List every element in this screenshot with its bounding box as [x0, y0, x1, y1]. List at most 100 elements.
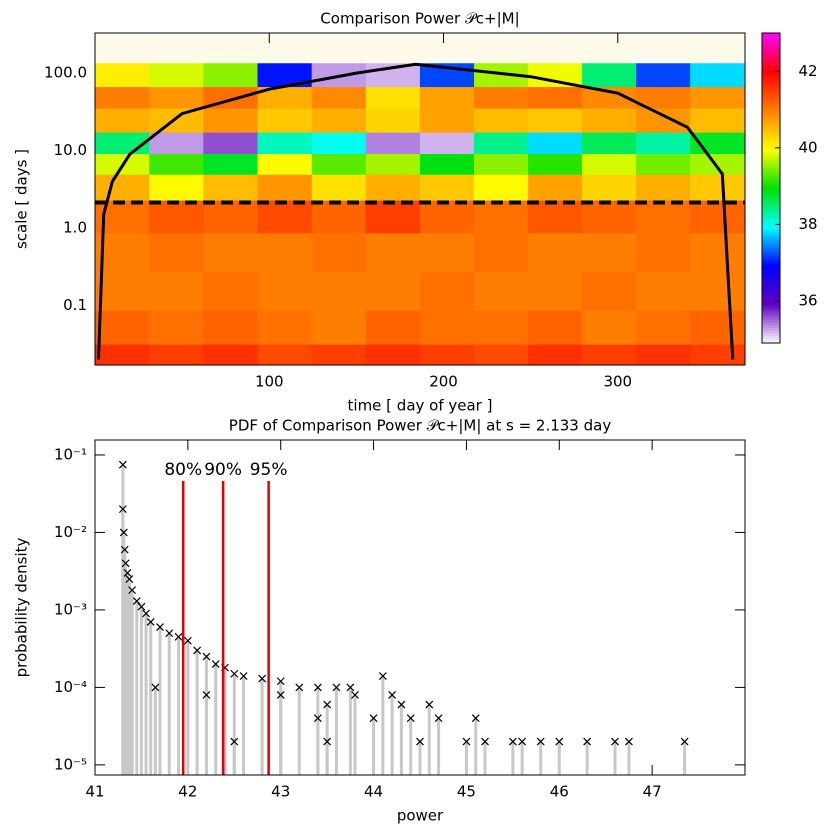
- heatmap-cell: [582, 310, 637, 345]
- point: [121, 559, 130, 568]
- heatmap-cell: [420, 344, 475, 365]
- heatmap-cell: [636, 108, 691, 133]
- percentile-label: 80%: [164, 460, 202, 480]
- heatmap-cell: [474, 310, 529, 345]
- point: [583, 737, 592, 746]
- heatmap-cell: [149, 153, 204, 175]
- point: [313, 714, 322, 723]
- heatmap-cell: [257, 63, 313, 88]
- point: [125, 575, 134, 584]
- colorbar-slice: [762, 219, 780, 223]
- colorbar-slice: [762, 314, 780, 318]
- heatmap-cell: [149, 63, 204, 88]
- y-tick-label: 10⁻¹: [54, 445, 87, 463]
- heatmap-cell: [257, 153, 313, 175]
- heatmap-cell: [420, 232, 475, 273]
- point: [416, 737, 424, 746]
- y-tick-label: 0.1: [63, 296, 87, 314]
- heatmap-cell: [474, 63, 529, 88]
- point: [295, 683, 304, 692]
- heatmap-cell: [257, 271, 313, 311]
- point: [239, 672, 248, 680]
- heatmap-cell: [365, 174, 421, 201]
- heatmap-cell: [95, 63, 150, 88]
- x-tick-label: 100: [255, 373, 284, 391]
- heatmap-cell: [420, 132, 475, 155]
- heatmap-cell: [528, 232, 583, 273]
- colorbar-slice: [762, 118, 780, 122]
- heatmap-cell: [582, 153, 637, 175]
- colorbar-slice: [762, 198, 780, 202]
- x-tick-label: 43: [271, 783, 290, 801]
- heatmap-cell: [528, 174, 583, 201]
- colorbar-slice: [762, 260, 780, 264]
- heatmap-cell: [690, 63, 745, 88]
- colorbar-slice: [762, 278, 780, 282]
- colorbar-slice: [762, 203, 780, 207]
- x-tick-label: 46: [550, 783, 569, 801]
- colorbar-slice: [762, 330, 780, 334]
- point: [137, 602, 146, 611]
- point: [230, 669, 239, 678]
- heatmap-cell: [582, 174, 637, 201]
- colorbar-slice: [762, 141, 780, 145]
- plot-frame: [94, 439, 746, 776]
- colorbar-slice: [762, 113, 780, 117]
- heatmap-cell: [203, 63, 258, 88]
- y-tick-label: 10⁻²: [54, 523, 87, 541]
- colorbar-slice: [762, 48, 780, 52]
- colorbar-slice: [762, 172, 780, 176]
- heatmap-cell: [420, 153, 475, 175]
- heatmap-cell: [149, 174, 204, 201]
- colorbar-slice: [762, 79, 780, 83]
- colorbar-slice: [762, 107, 780, 111]
- heatmap-cell: [203, 271, 258, 311]
- heatmap-cell: [203, 153, 258, 175]
- colorbar-slice: [762, 120, 780, 124]
- heatmap-cell: [311, 153, 367, 175]
- colorbar-slice: [762, 324, 780, 328]
- colorbar-slice: [762, 340, 780, 344]
- colorbar-slice: [762, 291, 780, 295]
- colorbar-slice: [762, 58, 780, 62]
- colorbar-slice: [762, 33, 780, 37]
- point: [346, 683, 355, 692]
- colorbar-slice: [762, 319, 780, 323]
- point: [120, 545, 129, 554]
- heatmap-cell: [582, 63, 637, 88]
- heatmap-cell: [474, 232, 529, 273]
- point: [332, 683, 341, 692]
- colorbar-slice: [762, 105, 780, 109]
- heatmap-cell: [311, 344, 367, 365]
- colorbar-slice: [762, 175, 780, 179]
- heatmap-cell: [311, 174, 367, 201]
- colorbar-slice: [762, 301, 780, 305]
- colorbar-slice: [762, 35, 780, 39]
- colorbar-slice: [762, 288, 780, 292]
- point: [351, 690, 359, 699]
- colorbar-slice: [762, 213, 780, 217]
- x-tick-label: 300: [603, 373, 632, 391]
- heatmap-cell: [582, 200, 637, 234]
- point: [323, 700, 332, 709]
- colorbar-slice: [762, 335, 780, 339]
- point: [369, 714, 378, 723]
- colorbar-slice: [762, 185, 780, 189]
- point: [276, 690, 285, 699]
- point: [202, 652, 211, 661]
- heatmap-cell: [149, 310, 204, 345]
- heatmap-cell: [528, 132, 583, 155]
- point: [183, 636, 192, 645]
- colorbar-slice: [762, 239, 780, 243]
- colorbar-slice: [762, 74, 780, 78]
- heatmap-cell: [311, 271, 367, 311]
- colorbar-slice: [762, 82, 780, 86]
- colorbar-slice: [762, 188, 780, 192]
- colorbar-slice: [762, 64, 780, 68]
- colorbar-slice: [762, 234, 780, 238]
- colorbar-slice: [762, 221, 780, 225]
- point: [156, 623, 164, 632]
- y-axis-label: probability density: [13, 537, 31, 677]
- colorbar-slice: [762, 200, 780, 204]
